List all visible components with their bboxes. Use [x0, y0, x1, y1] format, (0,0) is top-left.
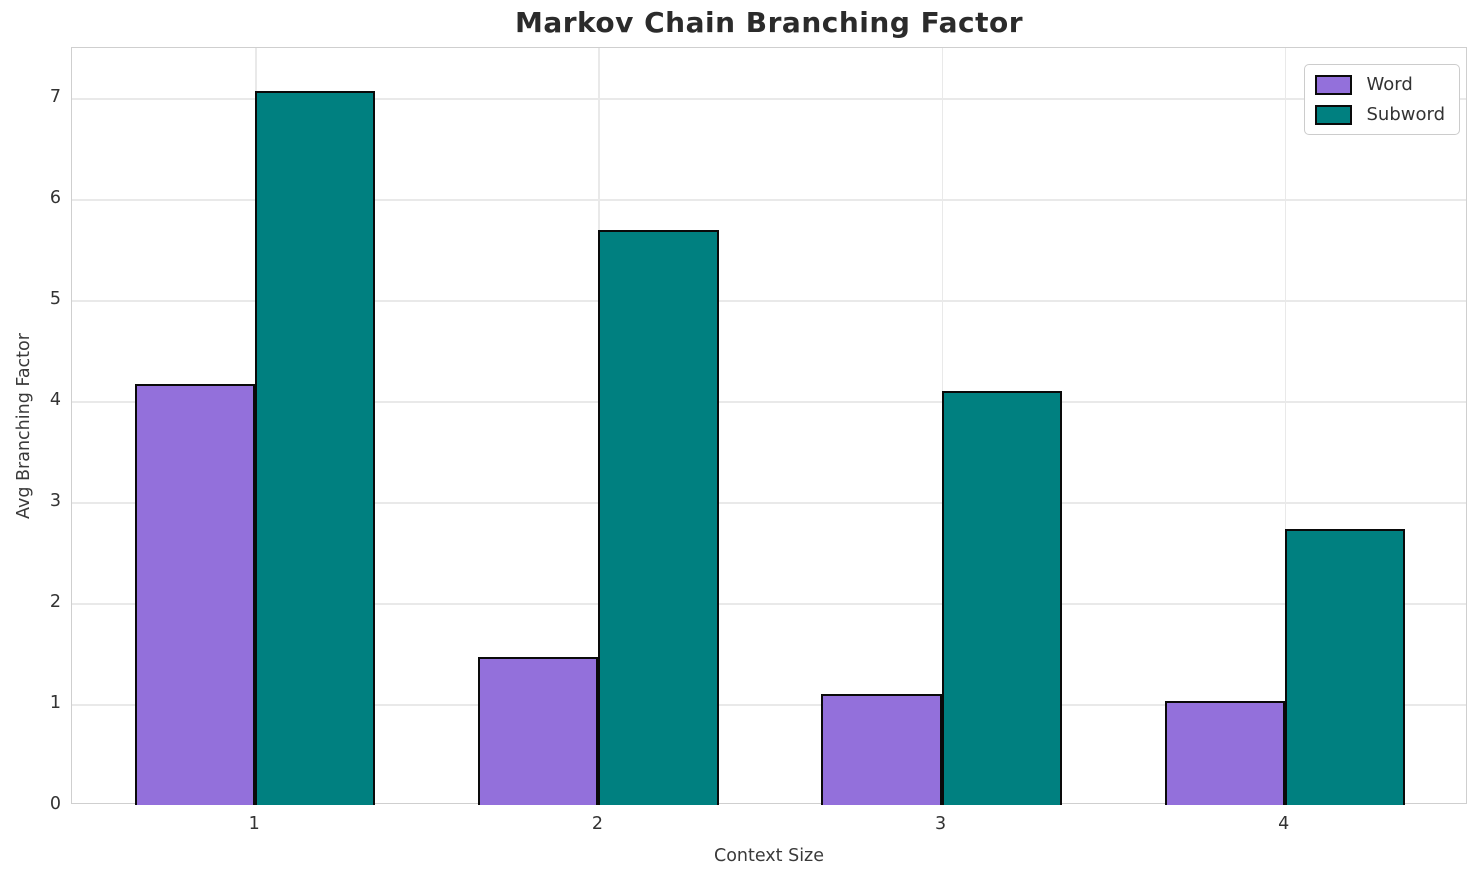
legend-swatch-subword: [1315, 104, 1353, 125]
y-tick-label: 4: [49, 390, 61, 411]
gridline-horizontal: [72, 199, 1466, 201]
legend-item-word: Word: [1315, 74, 1445, 95]
y-axis-label: Avg Branching Factor: [14, 333, 34, 519]
bar-word-x1: [135, 384, 256, 805]
gridline-horizontal: [72, 300, 1466, 302]
x-tick-label: 3: [935, 814, 947, 834]
x-axis-label: Context Size: [713, 846, 825, 866]
bar-subword-x2: [598, 229, 719, 805]
gridline-horizontal: [72, 98, 1466, 100]
y-tick-label: 6: [49, 188, 61, 209]
x-tick-label: 4: [1278, 814, 1290, 834]
legend-swatch-word: [1315, 74, 1353, 95]
y-tick-label: 0: [49, 794, 61, 814]
plot-area: [71, 47, 1467, 805]
bar-subword-x3: [941, 391, 1062, 805]
gridline-horizontal: [72, 603, 1466, 605]
legend: Word Subword: [1304, 64, 1460, 135]
bar-subword-x4: [1284, 529, 1405, 805]
y-tick-label: 3: [49, 491, 61, 512]
x-tick-label: 2: [591, 814, 603, 834]
chart-title: Markov Chain Branching Factor: [514, 6, 1024, 39]
legend-item-subword: Subword: [1315, 104, 1445, 125]
gridline-horizontal: [72, 401, 1466, 403]
bar-subword-x1: [255, 91, 376, 805]
x-tick-label: 1: [248, 814, 260, 834]
gridline-vertical: [1284, 48, 1287, 803]
y-tick-label: 2: [49, 592, 61, 613]
y-tick-label: 1: [49, 693, 61, 714]
bar-word-x3: [821, 693, 942, 805]
legend-label: Word: [1366, 74, 1413, 95]
bar-word-x4: [1164, 701, 1285, 805]
y-tick-label: 5: [49, 289, 61, 310]
y-tick-label: 7: [49, 87, 61, 108]
bar-word-x2: [478, 656, 599, 805]
gridline-horizontal: [72, 502, 1466, 504]
gridline-horizontal: [72, 704, 1466, 706]
legend-label: Subword: [1366, 104, 1445, 125]
